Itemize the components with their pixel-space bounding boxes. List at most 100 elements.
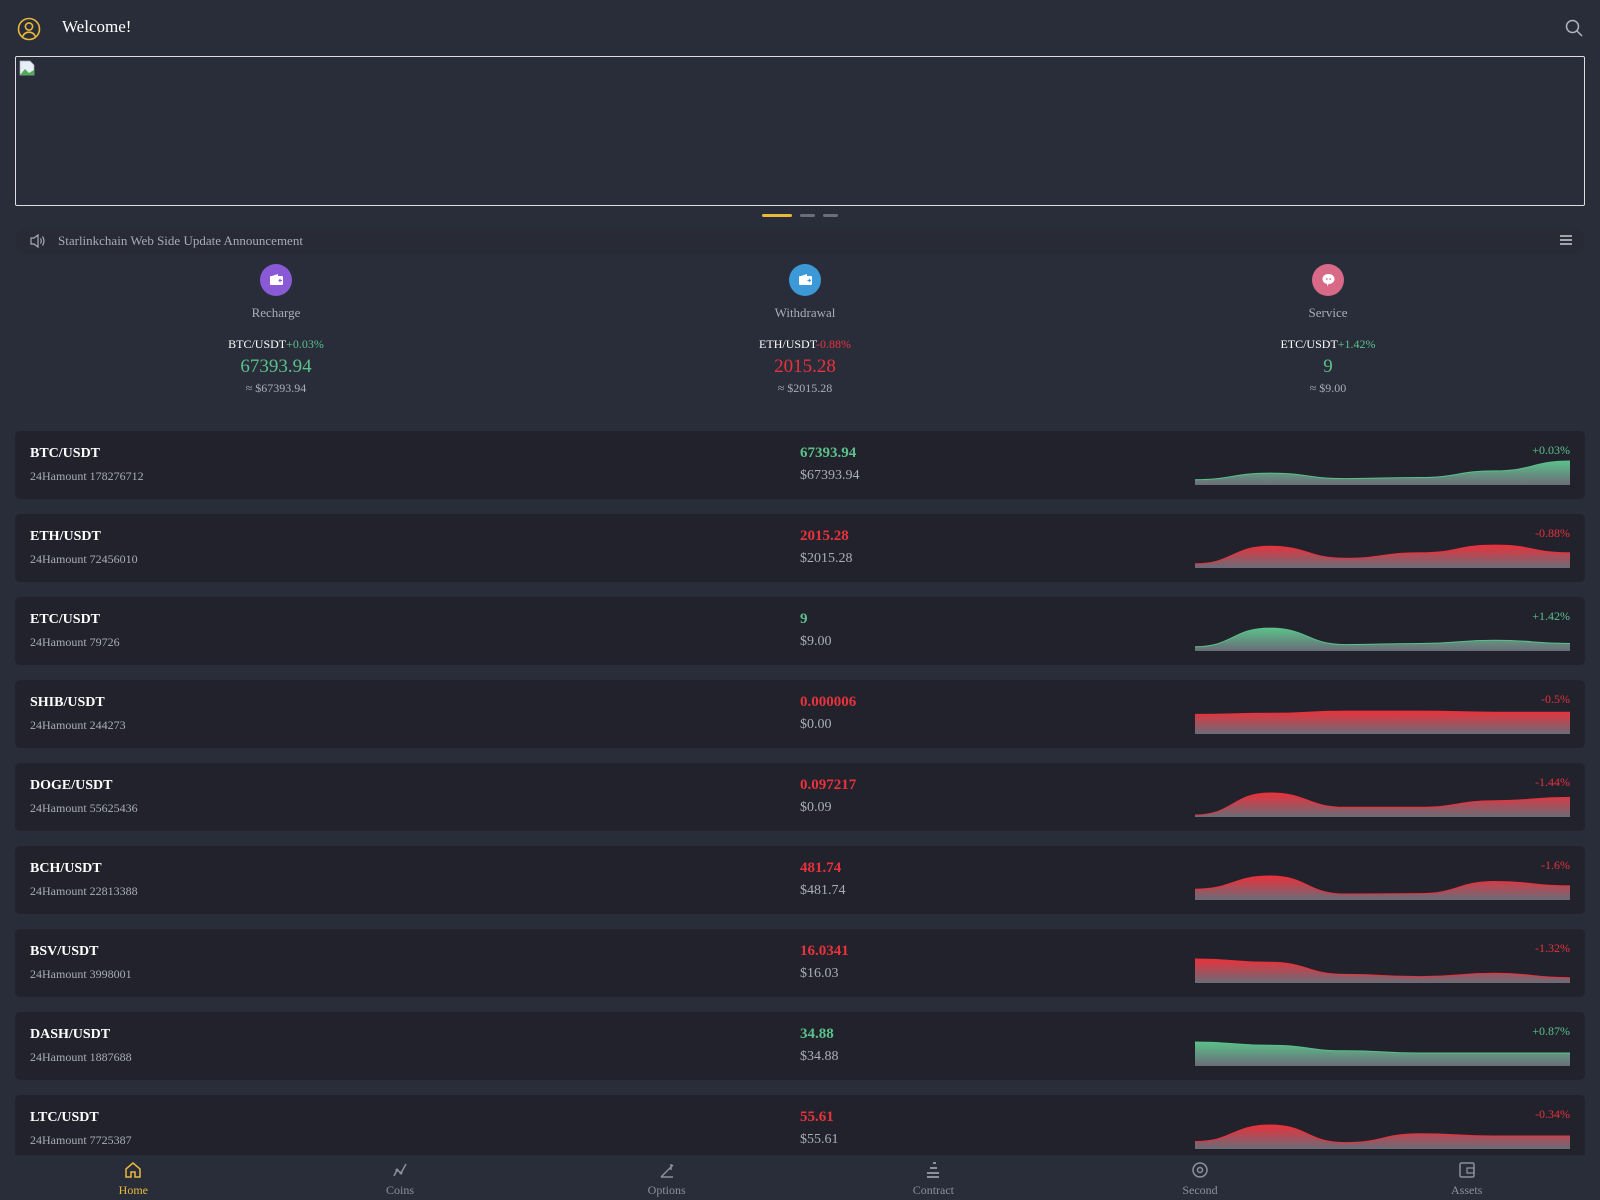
second-target-icon	[1192, 1162, 1208, 1178]
ticker-pair[interactable]: ETH/USDT-0.88%	[695, 337, 915, 352]
market-row[interactable]: DASH/USDT 24Hamount 1887688 34.88 $34.88…	[15, 1012, 1585, 1080]
speaker-icon	[30, 233, 45, 249]
sparkline-area	[1195, 628, 1570, 651]
banner-carousel[interactable]	[15, 56, 1585, 206]
market-change: -0.34%	[1535, 1107, 1570, 1121]
sparkline	[1195, 1041, 1570, 1066]
ticker-price: 2015.28	[774, 356, 836, 377]
ticker-change: +0.03%	[286, 337, 324, 351]
sparkline-area	[1195, 545, 1570, 568]
nav-contract[interactable]: Contract	[800, 1155, 1067, 1200]
nav-home[interactable]: Home	[0, 1155, 267, 1200]
user-circle-icon[interactable]	[17, 17, 41, 41]
wallet-in-icon[interactable]	[260, 264, 292, 296]
market-row[interactable]: ETC/USDT 24Hamount 79726 9 $9.00 +1.42%	[15, 597, 1585, 665]
sparkline	[1195, 544, 1570, 568]
market-price: 9	[800, 611, 808, 627]
search-icon[interactable]	[1565, 19, 1583, 37]
ticker-price: 9	[1323, 356, 1333, 377]
market-change: -1.6%	[1541, 858, 1570, 872]
quick-action-service[interactable]: Service ETC/USDT+1.42% 9 ≈ $9.00	[1218, 264, 1438, 396]
sparkline-line	[1195, 544, 1570, 565]
ticker-change: +1.42%	[1337, 337, 1376, 351]
market-usd-price: $0.00	[800, 717, 832, 732]
menu-icon[interactable]	[1560, 234, 1572, 246]
nav-label: Home	[118, 1183, 148, 1197]
market-change: +0.03%	[1532, 443, 1570, 457]
market-pair: BSV/USDT	[30, 944, 99, 959]
carousel-dot[interactable]	[823, 214, 838, 217]
market-pair: ETC/USDT	[30, 612, 101, 627]
quick-action-withdrawal[interactable]: Withdrawal ETH/USDT-0.88% 2015.28 ≈ $201…	[695, 264, 915, 396]
market-price: 55.61	[800, 1109, 834, 1125]
market-24h-amount: 24Hamount 1887688	[30, 1050, 132, 1064]
sparkline-area	[1195, 1125, 1570, 1149]
market-row[interactable]: DOGE/USDT 24Hamount 55625436 0.097217 $0…	[15, 763, 1585, 831]
market-row[interactable]: BCH/USDT 24Hamount 22813388 481.74 $481.…	[15, 846, 1585, 914]
sparkline-area	[1195, 711, 1570, 734]
market-change: +1.42%	[1532, 609, 1570, 623]
carousel-dot[interactable]	[762, 214, 792, 217]
bottom-nav: Home Coins Options Contract Second Assets	[0, 1155, 1600, 1200]
sparkline-area	[1195, 876, 1570, 900]
quick-action-recharge[interactable]: Recharge BTC/USDT+0.03% 67393.94 ≈ $6739…	[166, 264, 386, 396]
market-24h-amount: 24Hamount 178276712	[30, 469, 144, 483]
nav-second[interactable]: Second	[1067, 1155, 1334, 1200]
nav-coins[interactable]: Coins	[267, 1155, 534, 1200]
market-24h-amount: 24Hamount 7725387	[30, 1133, 132, 1147]
market-price: 0.097217	[800, 777, 857, 793]
announcement-bar[interactable]: Starlinkchain Web Side Update Announceme…	[15, 228, 1585, 254]
market-pair: DOGE/USDT	[30, 778, 113, 793]
market-change: -1.32%	[1535, 941, 1570, 955]
ticker-pair-name: ETC/USDT	[1280, 337, 1338, 351]
market-row[interactable]: LTC/USDT 24Hamount 7725387 55.61 $55.61 …	[15, 1095, 1585, 1163]
sparkline	[1195, 958, 1570, 983]
market-row[interactable]: BTC/USDT 24Hamount 178276712 67393.94 $6…	[15, 431, 1585, 499]
home-icon	[125, 1162, 142, 1178]
nav-assets[interactable]: Assets	[1333, 1155, 1600, 1200]
ticker-pair-name: BTC/USDT	[228, 337, 287, 351]
sparkline	[1195, 627, 1570, 651]
sparkline	[1195, 1124, 1570, 1149]
sparkline-area	[1195, 461, 1570, 485]
market-usd-price: $9.00	[800, 634, 832, 649]
sparkline	[1195, 792, 1570, 817]
ticker-pair[interactable]: BTC/USDT+0.03%	[166, 337, 386, 352]
nav-label: Second	[1182, 1183, 1218, 1197]
quick-action-label: Withdrawal	[774, 305, 836, 320]
market-row[interactable]: ETH/USDT 24Hamount 72456010 2015.28 $201…	[15, 514, 1585, 582]
carousel-indicators	[0, 214, 1600, 217]
ticker-approx: ≈ $9.00	[1309, 381, 1347, 395]
market-usd-price: $16.03	[800, 966, 839, 981]
wallet-out-icon[interactable]	[789, 264, 821, 296]
coins-chart-icon	[393, 1163, 407, 1177]
options-icon	[660, 1164, 674, 1178]
market-24h-amount: 24Hamount 72456010	[30, 552, 138, 566]
market-price: 67393.94	[800, 445, 857, 461]
sparkline	[1195, 460, 1570, 485]
market-row[interactable]: SHIB/USDT 24Hamount 244273 0.000006 $0.0…	[15, 680, 1585, 748]
wallet-icon	[1458, 1162, 1475, 1178]
ticker-pair[interactable]: ETC/USDT+1.42%	[1218, 337, 1438, 352]
sparkline-line	[1195, 1041, 1570, 1054]
market-change: -1.44%	[1535, 775, 1570, 789]
sparkline-area	[1195, 959, 1570, 983]
market-24h-amount: 24Hamount 79726	[30, 635, 120, 649]
nav-label: Assets	[1451, 1183, 1483, 1197]
nav-options[interactable]: Options	[533, 1155, 800, 1200]
chat-bubble-icon[interactable]	[1312, 264, 1344, 296]
market-row[interactable]: BSV/USDT 24Hamount 3998001 16.0341 $16.0…	[15, 929, 1585, 997]
ticker-approx: ≈ $67393.94	[245, 381, 307, 395]
broken-image-icon	[19, 60, 35, 76]
nav-label: Contract	[912, 1183, 955, 1197]
nav-label: Coins	[386, 1183, 415, 1197]
market-change: -0.5%	[1541, 692, 1570, 706]
contract-icon	[927, 1162, 940, 1178]
announcement-text[interactable]: Starlinkchain Web Side Update Announceme…	[58, 233, 303, 248]
sparkline-line	[1195, 627, 1570, 648]
market-price: 34.88	[800, 1026, 834, 1042]
market-pair: SHIB/USDT	[30, 695, 105, 710]
sparkline-line	[1195, 1124, 1570, 1144]
sparkline	[1195, 875, 1570, 900]
carousel-dot[interactable]	[800, 214, 815, 217]
